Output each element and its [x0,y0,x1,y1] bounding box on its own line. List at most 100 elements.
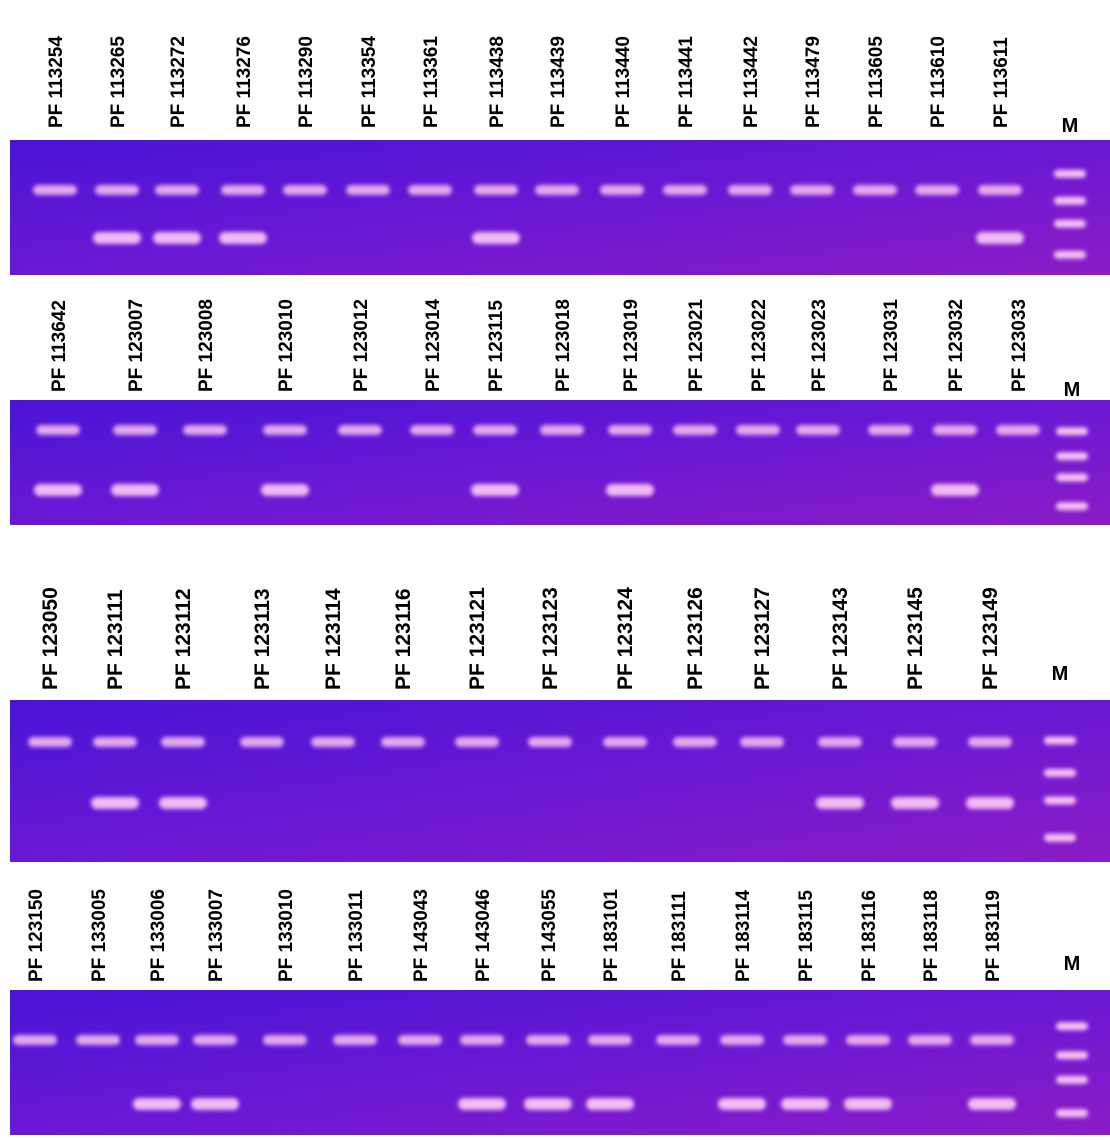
gel-image [10,990,1110,1135]
lane-label: PF 123114 [322,588,345,690]
ladder-band [1054,197,1086,205]
lane-label: PF 183111 [669,891,690,982]
band [588,1035,632,1045]
band [91,797,139,809]
lane-label: PF 183116 [859,890,880,982]
lane-label: PF 123116 [392,588,415,690]
band [263,425,307,435]
band [853,185,897,195]
marker-label: M [1062,115,1079,137]
gel-figure: PF 113254PF 113265PF 113272PF 113276PF 1… [0,0,1110,1135]
band [781,1098,829,1110]
ladder-band [1056,1022,1088,1030]
ladder-band [1056,427,1088,435]
ladder-band [1056,1076,1088,1084]
lane-label: PF 113361 [421,36,442,128]
lane-label: PF 113440 [613,36,634,128]
marker-label: M [1064,379,1081,401]
band [76,1035,120,1045]
lane-label: PF 123124 [614,587,637,690]
band [908,1035,952,1045]
lane-label: PF 133010 [276,889,297,982]
band [600,185,644,195]
lane-label: PF 113354 [359,36,380,128]
lane-label: PF 133011 [346,890,367,982]
band [28,737,72,747]
lane-label: PF 113611 [991,37,1012,128]
band [978,185,1022,195]
lane-label: PF 123022 [749,299,770,392]
ladder-band [1054,220,1086,228]
band [673,737,717,747]
band [455,737,499,747]
lane-label: PF 123021 [686,299,707,392]
band [996,425,1040,435]
lane-label: PF 113254 [46,36,67,128]
ladder-band [1044,737,1076,745]
lane-label: PF 113642 [49,300,70,392]
band [261,484,309,496]
ladder-band [1044,796,1076,804]
band [338,425,382,435]
band [931,484,979,496]
band [663,185,707,195]
band [528,737,572,747]
gel-image [10,700,1110,862]
band [133,1098,181,1110]
band [460,1035,504,1045]
band [796,425,840,435]
lane-label: PF 113442 [741,36,762,128]
band [915,185,959,195]
ladder-band [1056,1109,1088,1117]
band [381,737,425,747]
band [728,185,772,195]
marker-label: M [1064,953,1081,975]
lane-label: PF 183119 [983,890,1004,982]
lane-label: PF 123112 [172,588,195,690]
ladder-band [1044,769,1076,777]
lane-label: PF 123008 [196,299,217,392]
lane-label: PF 133007 [206,889,227,982]
band [458,1098,506,1110]
lane-label: PF 123150 [26,889,47,982]
lane-label: PF 113441 [676,36,697,128]
lane-label: PF 123143 [829,587,852,690]
lane-label: PF 123018 [553,299,574,392]
lane-label: PF 123023 [809,299,830,392]
ladder-band [1056,502,1088,510]
lane-label: PF 183118 [921,890,942,982]
lane-label: PF 123111 [104,589,127,690]
lane-label: PF 123019 [621,299,642,392]
lane-label: PF 143046 [473,889,494,982]
lane-label: PF 123127 [751,587,774,690]
band [33,185,77,195]
band [720,1035,764,1045]
lane-label: PF 123010 [276,299,297,392]
lane-label: PF 133006 [148,889,169,982]
lane-label: PF 183114 [733,890,754,982]
band [736,425,780,435]
lane-label: PF 113479 [803,36,824,128]
lane-label: PF 133005 [89,889,110,982]
ladder-band [1056,474,1088,482]
band [524,1098,572,1110]
band [311,737,355,747]
lane-label: PF 123145 [904,587,927,690]
band [153,232,201,244]
lane-label: PF 123031 [881,299,902,392]
band [540,425,584,435]
band [535,185,579,195]
band [240,737,284,747]
band [844,1098,892,1110]
band [846,1035,890,1045]
lane-label: PF 113265 [108,36,129,128]
band [193,1035,237,1045]
lane-label: PF 123123 [539,587,562,690]
lane-label: PF 123126 [684,587,707,690]
ladder-band [1054,170,1086,178]
lane-label: PF 123033 [1009,299,1030,392]
band [283,185,327,195]
lane-label: PF 183115 [796,890,817,982]
band [606,484,654,496]
band [968,1098,1016,1110]
